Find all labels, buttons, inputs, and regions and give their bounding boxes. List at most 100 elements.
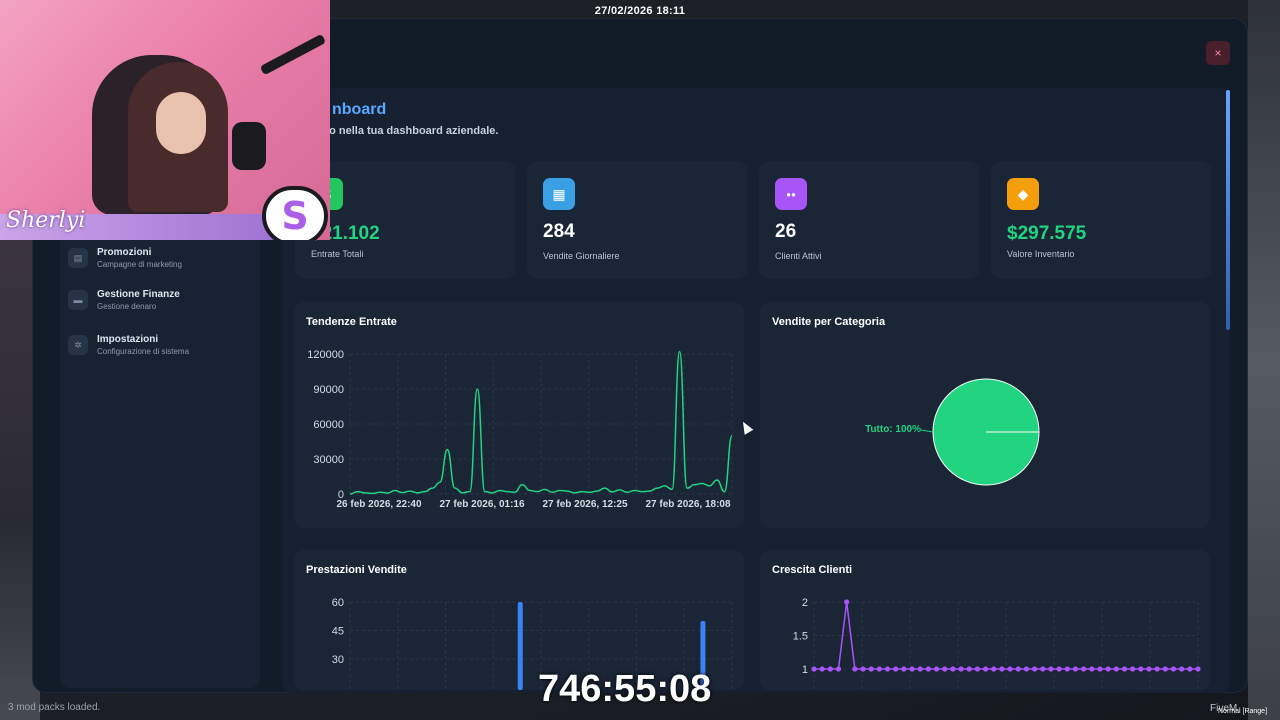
growth-point [925,666,931,672]
growth-point [933,666,940,672]
streamer-logo: S [262,186,328,240]
sidebar-item-label: Impostazioni [97,334,159,345]
y-tick-label: 1 [802,664,808,676]
growth-point [827,666,833,672]
sidebar-item-gestione-finanze[interactable]: ▬ Gestione Finanze Gestione denaro [68,282,252,318]
growth-point [1007,666,1013,672]
stat-value: 26 [775,221,797,242]
users-icon: ●● [775,178,807,210]
growth-point [1031,666,1038,672]
growth-point [1105,666,1111,672]
store-icon: ▦ [543,178,575,210]
fivem-label: FiveM [1210,703,1238,714]
growth-point [1130,666,1136,672]
panel-sales-category: Vendite per Categoria Tutto: 100% [760,302,1210,528]
growth-point [942,666,948,672]
background-right [1248,0,1280,720]
growth-point [991,666,997,672]
growth-point [852,666,858,672]
growth-point [1089,666,1095,672]
stat-card-inventario: ◆ $297.575 Valore Inventario [991,161,1211,279]
growth-point [982,666,989,672]
stat-label: Valore Inventario [1007,249,1075,259]
x-tick-label: 27 feb 2026, 18:08 [645,499,730,510]
growth-point [999,666,1005,672]
growth-point [1154,666,1160,672]
sales-bar [517,602,523,690]
close-icon: × [1214,46,1222,60]
growth-point [835,666,842,672]
webcam-overlay: Sherlyi S [0,0,330,240]
y-tick-label: 30 [332,654,344,666]
name-banner [0,214,300,240]
mod-packs-notice: 3 mod packs loaded. [8,702,101,713]
panel-title: Crescita Clienti [772,564,853,576]
sidebar-item-sublabel: Configurazione di sistema [97,347,190,356]
growth-point [1040,666,1046,672]
growth-point [1138,666,1144,672]
voice-range-label: Normal [Range] [1218,708,1268,715]
growth-point [1097,666,1103,672]
x-tick-label: 26 feb 2026, 22:40 [336,499,421,510]
sidebar-item-sublabel: Gestione denaro [97,302,157,311]
growth-point [876,666,882,672]
close-button[interactable]: × [1206,41,1230,65]
y-tick-label: 1.5 [793,631,808,643]
growth-point [1121,666,1128,672]
panel-title: Tendenze Entrate [306,316,397,328]
growth-point [1081,666,1087,672]
category-pie-chart: Tutto: 100% [865,378,1040,486]
scrollbar[interactable] [1226,90,1230,330]
sidebar-item-impostazioni[interactable]: ✲ Impostazioni Configurazione di sistema [68,327,252,363]
panel-sales-performance: Prestazioni Vendite 60 45 30 [294,550,744,690]
stat-label: Entrate Totali [311,249,364,259]
growth-point [917,666,923,672]
tag-icon: ▤ [68,248,88,268]
growth-point [1170,666,1177,672]
background-top [330,0,1248,20]
growth-point [1162,666,1168,672]
revenue-line-chart: 120000 90000 60000 30000 026 feb 2026, 22:40… [307,349,733,510]
gear-icon: ✲ [68,335,88,355]
microphone [232,122,266,170]
stream-timer: 746:55:08 [538,668,712,710]
sidebar-item-promozioni[interactable]: ▤ Promozioni Campagne di marketing [68,240,252,276]
stat-label: Vendite Giornaliere [543,251,620,261]
growth-point [1146,666,1152,672]
box-icon: ◆ [1007,178,1039,210]
growth-point [909,666,915,672]
sidebar-item-sublabel: Campagne di marketing [97,260,182,269]
panel-title: Prestazioni Vendite [306,564,407,576]
growth-point [1113,666,1119,672]
growth-point [1179,666,1185,672]
panel-client-growth: Crescita Clienti 2 1.5 1 [760,550,1210,690]
growth-point [884,666,891,672]
growth-point [1064,666,1070,672]
growth-point [1072,666,1079,672]
stat-value: 284 [543,221,575,242]
game-clock: 27/02/2026 18:11 [594,5,686,17]
stat-card-entrate: $ $21.102 Entrate Totali [295,161,515,279]
x-tick-label: 27 feb 2026, 01:16 [439,499,524,510]
growth-point [1015,666,1021,672]
growth-point [1023,666,1030,672]
page-subtitle: nuto nella tua dashboard aziendale. [312,125,499,137]
pie-data-label: Tutto: 100% [865,424,921,435]
growth-point [868,666,874,672]
growth-point [1187,666,1193,672]
stat-value: $297.575 [1007,223,1087,244]
x-tick-label: 27 feb 2026, 12:25 [542,499,627,510]
sidebar-item-label: Promozioni [97,247,152,258]
growth-point [1195,666,1201,672]
y-tick-label: 45 [332,626,344,638]
growth-point [1048,666,1054,672]
y-tick-label: 2 [802,597,808,609]
growth-point [893,666,899,672]
stat-card-vendite: ▦ 284 Vendite Giornaliere [527,161,747,279]
mic-arm [259,33,327,76]
y-tick-label: 0 [338,489,344,501]
streamer-name: Sherlyi [6,208,86,233]
y-tick-label: 60000 [313,419,344,431]
client-growth-chart: 21.51 [793,597,1201,690]
growth-point [901,666,907,672]
